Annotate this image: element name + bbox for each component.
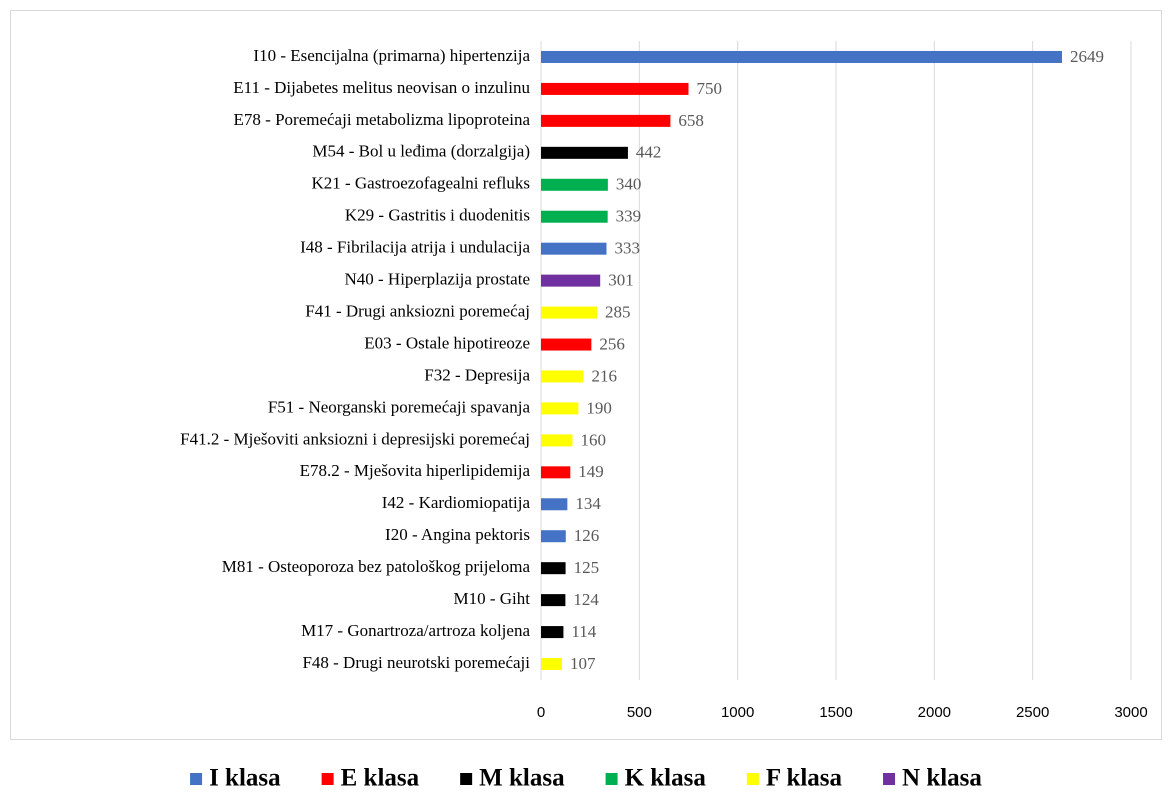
legend-swatch [321, 773, 334, 785]
bar [541, 338, 592, 351]
legend-swatch [605, 773, 618, 785]
y-tick-label: K29 - Gastritis i duodenitis [345, 206, 530, 225]
y-tick-label: E78 - Poremećaji metabolizma lipoprotein… [234, 110, 531, 129]
data-label: 333 [614, 239, 640, 258]
data-label: 114 [571, 622, 596, 641]
bar [541, 562, 566, 575]
y-tick-label: N40 - Hiperplazija prostate [344, 270, 530, 289]
data-label: 149 [578, 462, 604, 481]
legend-label: N klasa [902, 765, 982, 792]
legend-label: E klasa [341, 765, 420, 792]
data-label: 125 [574, 558, 600, 577]
x-tick-label: 3000 [1114, 704, 1147, 721]
y-tick-label: E11 - Dijabetes melitus neovisan o inzul… [233, 78, 530, 97]
bar [541, 210, 608, 223]
bar [541, 274, 601, 287]
data-label: 160 [580, 430, 606, 449]
x-tick-label: 1500 [819, 704, 852, 721]
bar [541, 402, 579, 415]
data-label: 658 [678, 111, 704, 130]
y-tick-label: E03 - Ostale hipotireoze [364, 333, 530, 352]
bar [541, 498, 568, 511]
bar [541, 50, 1062, 63]
legend-label: F klasa [766, 765, 843, 792]
legend-label: M klasa [479, 765, 565, 792]
data-label: 107 [570, 654, 596, 673]
data-label: 256 [599, 334, 625, 353]
x-tick-label: 1000 [721, 704, 754, 721]
x-tick-label: 2500 [1016, 704, 1049, 721]
x-tick-label: 0 [537, 704, 545, 721]
bar [541, 626, 564, 639]
data-label: 134 [575, 494, 601, 513]
x-tick-label: 2000 [918, 704, 951, 721]
bar [541, 530, 566, 543]
data-label: 442 [636, 143, 662, 162]
legend-label: I klasa [209, 765, 281, 792]
y-tick-label: I48 - Fibrilacija atrija i undulacija [300, 238, 530, 257]
y-tick-label: M54 - Bol u leđima (dorzalgija) [312, 142, 530, 161]
bar [541, 146, 628, 159]
bar [541, 370, 584, 383]
data-label: 285 [605, 302, 631, 321]
y-tick-label: I10 - Esencijalna (primarna) hipertenzij… [253, 46, 530, 65]
bar [541, 82, 689, 95]
y-tick-label: F48 - Drugi neurotski poremećaji [302, 653, 530, 672]
bar [541, 594, 566, 607]
data-label: 216 [591, 366, 617, 385]
bar [541, 434, 573, 447]
data-label: 2649 [1070, 47, 1104, 66]
legend-label: K klasa [625, 765, 707, 792]
data-label: 190 [586, 398, 612, 417]
y-tick-label: F32 - Depresija [424, 365, 530, 384]
chart-frame [10, 10, 1162, 740]
data-label: 750 [697, 79, 723, 98]
data-label: 340 [616, 175, 642, 194]
y-tick-label: M81 - Osteoporoza bez patološkog prijelo… [222, 557, 531, 576]
data-label: 339 [616, 207, 642, 226]
y-tick-label: I20 - Angina pektoris [385, 525, 530, 544]
bar [541, 242, 607, 255]
legend-swatch [746, 773, 759, 785]
legend-swatch [883, 773, 896, 785]
y-tick-label: F51 - Neorganski poremećaji spavanja [268, 397, 531, 416]
legend-swatch [460, 773, 473, 785]
data-label: 126 [574, 526, 600, 545]
bar [541, 178, 608, 191]
y-tick-label: M17 - Gonartroza/artroza koljena [301, 621, 530, 640]
bar [541, 114, 671, 127]
data-label: 124 [573, 590, 599, 609]
y-tick-label: F41.2 - Mješoviti anksiozni i depresijsk… [180, 429, 530, 448]
bar [541, 306, 598, 319]
bar [541, 658, 563, 671]
y-tick-label: K21 - Gastroezofagealni refluks [311, 174, 530, 193]
y-tick-label: F41 - Drugi anksiozni poremećaj [305, 301, 530, 320]
data-label: 301 [608, 271, 634, 290]
y-tick-label: M10 - Giht [454, 589, 531, 608]
legend-swatch [190, 773, 203, 785]
x-tick-label: 500 [627, 704, 652, 721]
bar [541, 466, 571, 479]
y-tick-label: I42 - Kardiomiopatija [382, 493, 531, 512]
y-tick-label: E78.2 - Mješovita hiperlipidemija [300, 461, 531, 480]
